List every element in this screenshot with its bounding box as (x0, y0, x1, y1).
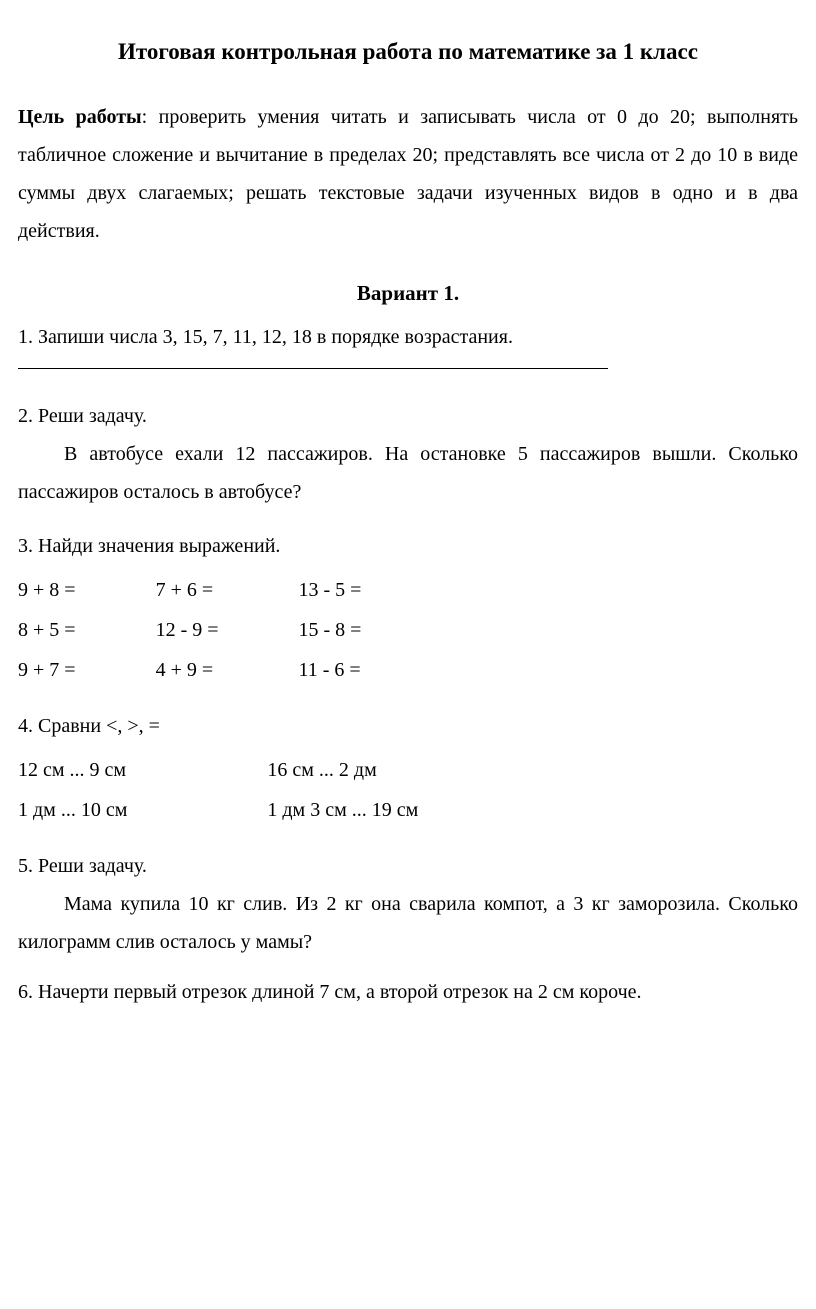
task-6: 6. Начерти первый отрезок длиной 7 см, а… (18, 977, 798, 1007)
table-row: 9 + 8 = 7 + 6 = 13 - 5 = (18, 571, 361, 611)
task-3-prompt: 3. Найди значения выражений. (18, 527, 798, 565)
task-4-prompt: 4. Сравни <, >, = (18, 707, 798, 745)
variant-heading: Вариант 1. (18, 274, 798, 314)
task-1: 1. Запиши числа 3, 15, 7, 11, 12, 18 в п… (18, 318, 798, 369)
expression-cell: 15 - 8 = (299, 611, 362, 651)
task-6-prompt: 6. Начерти первый отрезок длиной 7 см, а… (18, 977, 798, 1007)
expression-cell: 4 + 9 = (156, 651, 299, 691)
expression-cell: 11 - 6 = (299, 651, 362, 691)
expression-cell: 8 + 5 = (18, 611, 156, 651)
task-4: 4. Сравни <, >, = 12 см ... 9 см 16 см .… (18, 707, 798, 831)
comparison-cell: 1 дм 3 см ... 19 см (267, 791, 418, 831)
table-row: 8 + 5 = 12 - 9 = 15 - 8 = (18, 611, 361, 651)
table-row: 9 + 7 = 4 + 9 = 11 - 6 = (18, 651, 361, 691)
expression-cell: 9 + 8 = (18, 571, 156, 611)
task-1-prompt: 1. Запиши числа 3, 15, 7, 11, 12, 18 в п… (18, 318, 798, 356)
comparison-cell: 12 см ... 9 см (18, 751, 267, 791)
table-row: 1 дм ... 10 см 1 дм 3 см ... 19 см (18, 791, 418, 831)
task-2-body: В автобусе ехали 12 пассажиров. На остан… (18, 435, 798, 511)
task-5-body: Мама купила 10 кг слив. Из 2 кг она свар… (18, 885, 798, 961)
comparison-cell: 16 см ... 2 дм (267, 751, 418, 791)
comparison-table: 12 см ... 9 см 16 см ... 2 дм 1 дм ... 1… (18, 751, 418, 831)
task-2: 2. Реши задачу. В автобусе ехали 12 пасс… (18, 397, 798, 511)
document-title: Итоговая контрольная работа по математик… (18, 30, 798, 74)
expressions-table: 9 + 8 = 7 + 6 = 13 - 5 = 8 + 5 = 12 - 9 … (18, 571, 361, 691)
task-5-prompt: 5. Реши задачу. (18, 847, 798, 885)
task-3: 3. Найди значения выражений. 9 + 8 = 7 +… (18, 527, 798, 691)
goal-paragraph: Цель работы: проверить умения читать и з… (18, 98, 798, 250)
expression-cell: 7 + 6 = (156, 571, 299, 611)
table-row: 12 см ... 9 см 16 см ... 2 дм (18, 751, 418, 791)
expression-cell: 12 - 9 = (156, 611, 299, 651)
comparison-cell: 1 дм ... 10 см (18, 791, 267, 831)
expression-cell: 9 + 7 = (18, 651, 156, 691)
task-5: 5. Реши задачу. Мама купила 10 кг слив. … (18, 847, 798, 961)
task-2-prompt: 2. Реши задачу. (18, 397, 798, 435)
expression-cell: 13 - 5 = (299, 571, 362, 611)
goal-label: Цель работы (18, 106, 142, 128)
answer-blank-line (18, 366, 608, 369)
